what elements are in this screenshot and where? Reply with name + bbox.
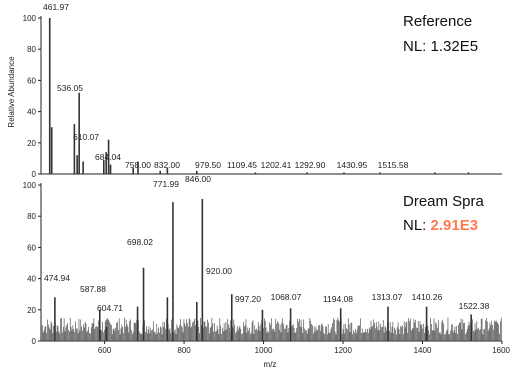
dream-spray-y-tick-label: 0 — [32, 337, 37, 346]
reference-title: Reference — [403, 13, 472, 30]
dream-spray-peak-label: 587.88 — [80, 284, 106, 294]
dream-spray-peak-label: 846.00 — [185, 174, 211, 184]
reference-peak-label: 461.97 — [43, 2, 69, 12]
reference-peak-label: 1202.41 — [261, 160, 292, 170]
reference-peak-label: 1292.90 — [295, 160, 326, 170]
dream-spray-x-tick-label: 1600 — [492, 346, 510, 355]
dream-spray-x-tick-label: 800 — [177, 346, 191, 355]
dream-spray-x-tick-label: 600 — [98, 346, 112, 355]
reference-nl-label: NL: 1.32E5 — [403, 38, 478, 55]
reference-peak-label: 979.50 — [195, 160, 221, 170]
reference-y-tick-label: 100 — [23, 14, 37, 23]
dream-spray-y-tick-label: 20 — [27, 306, 36, 315]
dream-spray-y-tick-label: 100 — [23, 181, 37, 190]
reference-y-tick-label: 40 — [27, 108, 36, 117]
dream-spray-y-tick-label: 80 — [27, 212, 36, 221]
reference-peak-label: 1430.95 — [337, 160, 368, 170]
dream-spray-peak-label: 698.02 — [127, 237, 153, 247]
reference-y-tick-label: 60 — [27, 76, 36, 85]
dream-spray-peak-label: 604.71 — [97, 303, 123, 313]
reference-y-tick-label: 0 — [32, 170, 37, 179]
dream-spray-x-tick-label: 1000 — [255, 346, 273, 355]
dream-spray-peak-label: 1313.07 — [372, 292, 403, 302]
reference-peak-label: 1109.45 — [227, 160, 257, 170]
dream-spray-peak-label: 920.00 — [206, 266, 232, 276]
dream-spray-title: Dream Spra — [403, 193, 485, 210]
dream-spray-peak-label: 997.20 — [235, 294, 261, 304]
dream-spray-x-tick-label: 1400 — [414, 346, 432, 355]
dream-spray-spectrum-panel: Dream Spra NL: 2.91E3 m/z 0 20 40 60 80 100 60… — [23, 174, 511, 369]
reference-peak-label: 684.04 — [95, 152, 121, 162]
dream-spray-peak-label: 1522.38 — [459, 301, 490, 311]
dream-spray-nl-label: NL: 2.91E3 — [403, 217, 478, 234]
reference-y-axis-label: Relative Abundance — [7, 56, 16, 128]
reference-peak-label: 832.00 — [154, 160, 180, 170]
dream-spray-y-tick-label: 60 — [27, 243, 36, 252]
x-axis-label: m/z — [264, 360, 277, 369]
reference-y-tick-label: 80 — [27, 45, 36, 54]
dream-spray-peak-label: 1068.07 — [271, 292, 302, 302]
reference-nl-value: 1.32E5 — [431, 38, 479, 55]
dream-spray-nl-value: 2.91E3 — [431, 217, 479, 234]
reference-peak-label: 1515.58 — [378, 160, 409, 170]
reference-spectrum-panel: Reference NL: 1.32E5 Relative Abundance … — [7, 2, 502, 179]
dream-spray-peak-label: 1194.08 — [323, 294, 353, 304]
dream-spray-peak-label: 474.94 — [44, 273, 70, 283]
dream-spray-peak-label: 1410.26 — [412, 292, 443, 302]
dream-spray-peak-label: 771.99 — [153, 179, 179, 189]
reference-peak-label: 610.07 — [73, 132, 99, 142]
reference-y-tick-label: 20 — [27, 139, 36, 148]
reference-peak-label: 758.00 — [125, 160, 151, 170]
dream-spray-x-tick-label: 1200 — [334, 346, 352, 355]
dream-spray-y-tick-label: 40 — [27, 275, 36, 284]
reference-peak-label: 536.05 — [57, 83, 83, 93]
